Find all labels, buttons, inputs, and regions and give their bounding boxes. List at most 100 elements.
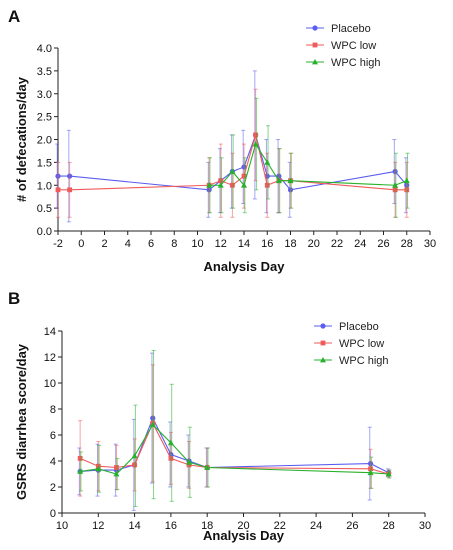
panel-a-series-wpc-low-point-3 (218, 178, 224, 184)
panel-a-x-tick-label: 28 (401, 238, 413, 250)
panel-a-series-wpc-low-point-0 (55, 187, 61, 193)
panel-b-series-wpc-high-point-3 (131, 452, 138, 459)
panel-b-series-wpc-low-point-8 (368, 466, 373, 472)
panel-a-legend-label-placebo: Placebo (331, 23, 371, 35)
panel-a-y-tick-label: 0.5 (37, 203, 52, 215)
panel-b-y-tick-label: 10 (44, 378, 56, 390)
panel-b-x-tick-label: 30 (419, 520, 431, 532)
panel-a-series-wpc-high-point-5 (264, 159, 271, 165)
panel-a-x-tick-label: 30 (424, 238, 436, 250)
panel-a-series-wpc-low-point-5 (241, 173, 247, 179)
panel-b-series-wpc-high-point-4 (149, 421, 156, 427)
panel-a-y-axis-title: # of defecations/day (14, 76, 29, 202)
panel-a-series-wpc-low-point-10 (392, 187, 398, 193)
panel-a-series-wpc-high (206, 97, 410, 218)
panel-a-series-wpc-low-line (58, 134, 407, 191)
panel-b-y-tick-label: 4 (50, 456, 56, 468)
panel-a-series-wpc-high-line (209, 142, 407, 187)
panel-a-legend-marker-wpc-high-point-0 (312, 59, 318, 65)
panel-a-x-tick-label: 4 (125, 238, 131, 250)
panel-a-series-wpc-high-point-9 (403, 177, 410, 184)
panel-a-x-tick-label: 24 (354, 238, 366, 250)
panel-b-legend-label-placebo: Placebo (339, 321, 379, 333)
panel-b-x-tick-label: 14 (128, 520, 140, 532)
panel-b-y-tick-label: 14 (44, 326, 56, 338)
panel-b-y-tick-label: 6 (50, 430, 56, 442)
panel-b-x-tick-label: 26 (346, 520, 358, 532)
panel-b-series-wpc-high-point-0 (77, 468, 84, 474)
panel-b-y-axis-title: GSRS diarrhea score/day (14, 343, 29, 500)
panel-a-x-tick-label: 12 (215, 238, 227, 250)
panel-b-x-tick-label: 20 (237, 520, 249, 532)
panel-a-x-tick-label: 20 (308, 238, 320, 250)
panel-a-series-wpc-high-point-2 (229, 168, 236, 174)
panel-b-series-wpc-high-point-9 (385, 471, 392, 477)
panel-b-series-wpc-low-point-2 (114, 465, 119, 470)
panel-a-legend: Placebo WPC low WPC high (306, 23, 381, 69)
panel-a-series-wpc-high-point-1 (217, 182, 224, 188)
panel-a-x-tick-label: 0 (78, 238, 84, 250)
panel-a-series-wpc-low-point-6 (253, 132, 259, 138)
panel-b-series-wpc-low-point-5 (168, 456, 174, 461)
panel-a-series-wpc-high-point-0 (206, 182, 213, 188)
panel-b-legend: Placebo WPC low WPC high (314, 321, 389, 367)
panel-b-series-wpc-high-point-8 (367, 469, 374, 476)
panel-a-series-wpc-low-point-1 (67, 187, 73, 193)
panel-b-y-tick-label: 8 (50, 404, 56, 416)
panel-b-series-wpc-low-line (79, 422, 389, 475)
panel-a-y-tick-label: 0.0 (37, 226, 52, 238)
panel-a-series-wpc-low (55, 88, 410, 218)
panel-b-series-wpc-high (77, 350, 392, 507)
panel-b-legend-label-wpc-low: WPC low (339, 338, 384, 350)
panel-a-chart: A0.00.51.01.52.02.53.03.54.0-2 0 2 4 6 8 10 12 1… (8, 7, 436, 274)
panel-b-x-tick-label: 18 (201, 520, 213, 532)
panel-a-legend-label-wpc-low: WPC low (331, 40, 376, 52)
panel-a-x-tick-label: 26 (377, 238, 389, 250)
panel-a-y-tick-label: 4.0 (37, 43, 52, 55)
panel-a-y-tick-label: 2.0 (37, 135, 52, 147)
panel-b-legend-marker-placebo-point-0 (320, 323, 326, 329)
panel-b-legend-label-wpc-high: WPC high (339, 355, 389, 367)
panel-a-x-tick-label: 16 (261, 238, 273, 250)
panel-a-x-tick-label: 22 (331, 238, 343, 250)
panel-a-y-tick-label: 3.5 (37, 66, 52, 78)
panel-a-x-tick-label: 14 (238, 238, 250, 250)
panel-b-series-wpc-high-point-5 (167, 439, 174, 446)
panel-b-series-wpc-high-point-2 (113, 471, 120, 477)
panel-a-series-placebo-line (58, 133, 408, 191)
panel-b-series-wpc-high-point-1 (95, 465, 102, 472)
panel-b-legend-marker-wpc-low-point-0 (320, 340, 326, 346)
panel-b-y-tick-label: 2 (50, 482, 56, 494)
panel-b-series-wpc-high-point-7 (204, 464, 211, 470)
panel-b-x-tick-label: 24 (310, 520, 322, 532)
panel-a-x-tick-label: 18 (284, 238, 296, 250)
panel-a-series-wpc-low-point-11 (404, 187, 410, 193)
panel-a-x-tick-label: 8 (171, 238, 177, 250)
panel-a-y-tick-label: 2.5 (37, 112, 52, 124)
panel-b-x-tick-label: 28 (383, 520, 395, 532)
panel-b-series-placebo-line (80, 416, 389, 474)
panel-a-legend-marker-placebo-point-0 (312, 25, 318, 31)
panel-b-x-tick-label: 10 (56, 520, 68, 532)
panel-b-series-wpc-low-point-3 (132, 462, 137, 468)
panel-b-series-wpc-low-point-6 (186, 462, 192, 468)
panel-b-series-wpc-low-point-0 (77, 456, 83, 461)
panel-b-legend-marker-wpc-high-point-0 (320, 357, 326, 363)
panel-b-series-placebo (77, 352, 392, 511)
panel-b-y-tick-label: 12 (44, 352, 56, 364)
panel-a-x-tick-label: 2 (101, 238, 107, 250)
panel-a-series-wpc-high-point-8 (392, 182, 399, 188)
panel-a-y-tick-label: 1.0 (37, 180, 52, 192)
panel-b-x-tick-label: 16 (165, 520, 177, 532)
panel-a-x-tick-label: -2 (53, 238, 63, 250)
panel-b-x-tick-label: 22 (274, 520, 286, 532)
panel-a-y-tick-label: 1.5 (37, 157, 52, 169)
panel-b-letter: B (8, 289, 20, 308)
panel-a-y-tick-label: 3.0 (37, 89, 52, 101)
panel-a-series-wpc-high-point-7 (287, 177, 294, 184)
panel-b-x-tick-label: 12 (92, 520, 104, 532)
panel-b-y-tick-label: 0 (50, 508, 56, 520)
panel-a-series-wpc-low-point-7 (264, 182, 270, 188)
